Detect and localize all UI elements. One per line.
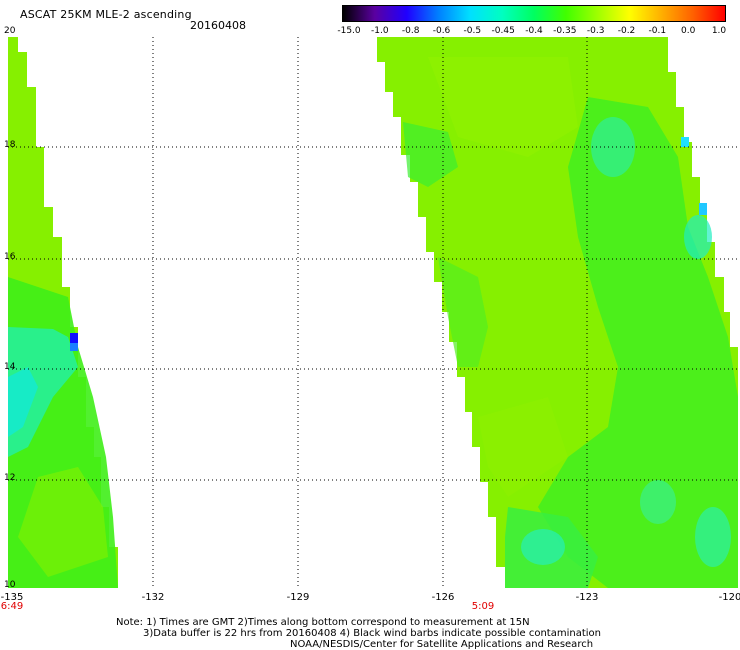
left-swath-blue-pixel	[70, 333, 78, 343]
colorbar-tick-label: -0.3	[586, 26, 605, 36]
colorbar-tick-label: -0.1	[648, 26, 667, 36]
note-line-1: Note: 1) Times are GMT 2)Times along bot…	[116, 617, 530, 628]
left-swath-cyan	[8, 327, 78, 457]
swath-map	[8, 37, 738, 588]
lon-label-123: -123	[575, 592, 599, 603]
lon-label-126: -126	[431, 592, 455, 603]
colorbar-tick-label: -1.0	[371, 26, 389, 36]
colorbar-tick-label: -15.0	[337, 26, 361, 36]
swath-time-left: 6:49	[0, 601, 24, 612]
map-area	[8, 37, 738, 588]
lon-label-120: -120	[718, 592, 740, 603]
colorbar	[342, 5, 726, 22]
colorbar-tick-label: -0.2	[617, 26, 636, 36]
lat-label-20: 20	[4, 26, 16, 36]
right-swath-green	[538, 97, 738, 588]
map-title: ASCAT 25KM MLE-2 ascending	[20, 8, 192, 21]
colorbar-tick-label: 1.0	[711, 26, 727, 36]
map-date: 20160408	[190, 19, 246, 32]
graticule	[8, 37, 738, 588]
colorbar-tick-label: -0.6	[432, 26, 451, 36]
colorbar-tick-label: 0.0	[680, 26, 696, 36]
lat-label-14: 14	[4, 362, 16, 372]
lon-label-129: -129	[286, 592, 310, 603]
note-line-2: 3)Data buffer is 22 hrs from 20160408 4)…	[143, 628, 601, 639]
lat-label-18: 18	[4, 140, 16, 150]
colorbar-tick-label: -0.45	[491, 26, 515, 36]
lon-label-135: -135	[0, 592, 24, 603]
lat-label-16: 16	[4, 252, 16, 262]
lat-label-10: 10	[4, 580, 16, 590]
lon-label-132: -132	[141, 592, 165, 603]
note-line-3: NOAA/NESDIS/Center for Satellite Applica…	[290, 639, 594, 650]
colorbar-tick-label: -0.8	[401, 26, 420, 36]
colorbar-tick-label: -0.35	[553, 26, 577, 36]
swath-time-right: 5:09	[471, 601, 495, 612]
lat-label-12: 12	[4, 473, 16, 483]
colorbar-tick-label: -0.5	[463, 26, 482, 36]
colorbar-tick-label: -0.4	[525, 26, 543, 36]
